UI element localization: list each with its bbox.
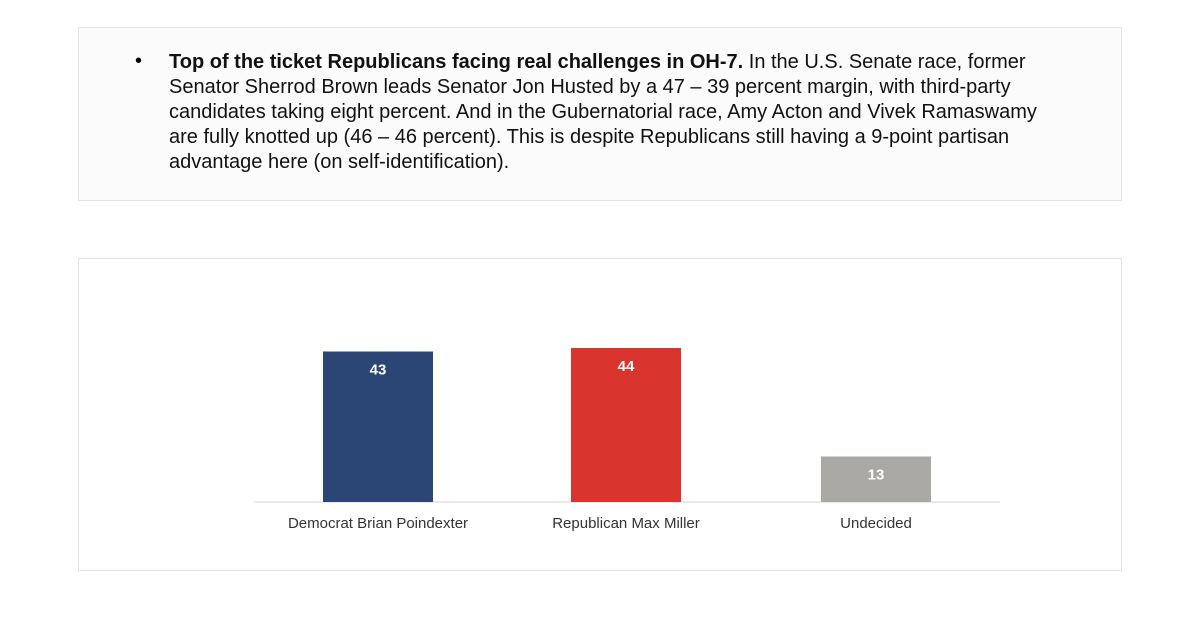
bar: [571, 348, 681, 502]
value-label: 13: [868, 466, 885, 483]
value-label: 43: [370, 361, 387, 378]
bullet-body: In the U.S. Senate race, former Senator …: [169, 51, 1037, 173]
bullet-marker: •: [135, 50, 143, 72]
x-tick-label: Republican Max Miller: [552, 515, 700, 532]
bar: [821, 456, 931, 502]
bar: [323, 351, 433, 502]
bullet-lead: Top of the ticket Republicans facing rea…: [169, 51, 744, 73]
x-tick-label: Democrat Brian Poindexter: [288, 515, 468, 532]
value-label: 44: [618, 358, 635, 375]
x-tick-label: Undecided: [840, 515, 912, 532]
bullet-text: Top of the ticket Republicans facing rea…: [169, 50, 1069, 175]
text-box: • Top of the ticket Republicans facing r…: [78, 27, 1122, 201]
